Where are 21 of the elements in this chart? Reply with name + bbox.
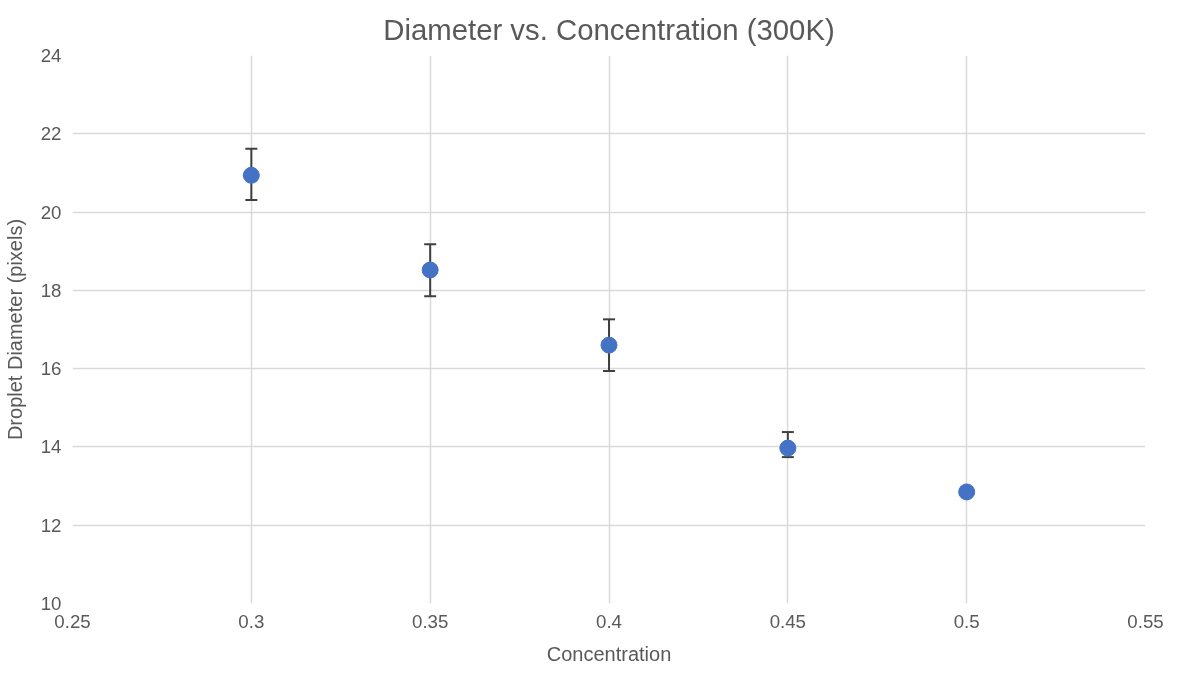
y-tick-label: 14: [40, 436, 62, 458]
x-tick-label: 0.45: [769, 610, 806, 632]
point: [779, 439, 797, 457]
y-tick-label: 18: [40, 279, 62, 301]
point: [600, 336, 618, 354]
y-axis-title: Droplet Diameter (pixels): [3, 218, 26, 441]
y-tick-label: 20: [40, 201, 62, 223]
x-tick-label: 0.55: [1127, 610, 1164, 632]
y-tick-label: 16: [40, 358, 62, 380]
x-tick-label: 0.4: [596, 610, 622, 632]
x-tick-label: 0.35: [412, 610, 449, 632]
point: [242, 166, 260, 184]
x-tick-label: 0.3: [238, 610, 265, 632]
chart-title: Diameter vs. Concentration (300K): [383, 12, 835, 46]
y-tick-label: 22: [40, 123, 62, 145]
x-axis-title: Concentration: [546, 642, 672, 665]
y-tick-label: 12: [40, 514, 62, 536]
point: [421, 261, 439, 279]
y-tick-label: 24: [40, 45, 62, 66]
point: [958, 483, 976, 501]
x-tick-label: 0.5: [953, 610, 980, 632]
